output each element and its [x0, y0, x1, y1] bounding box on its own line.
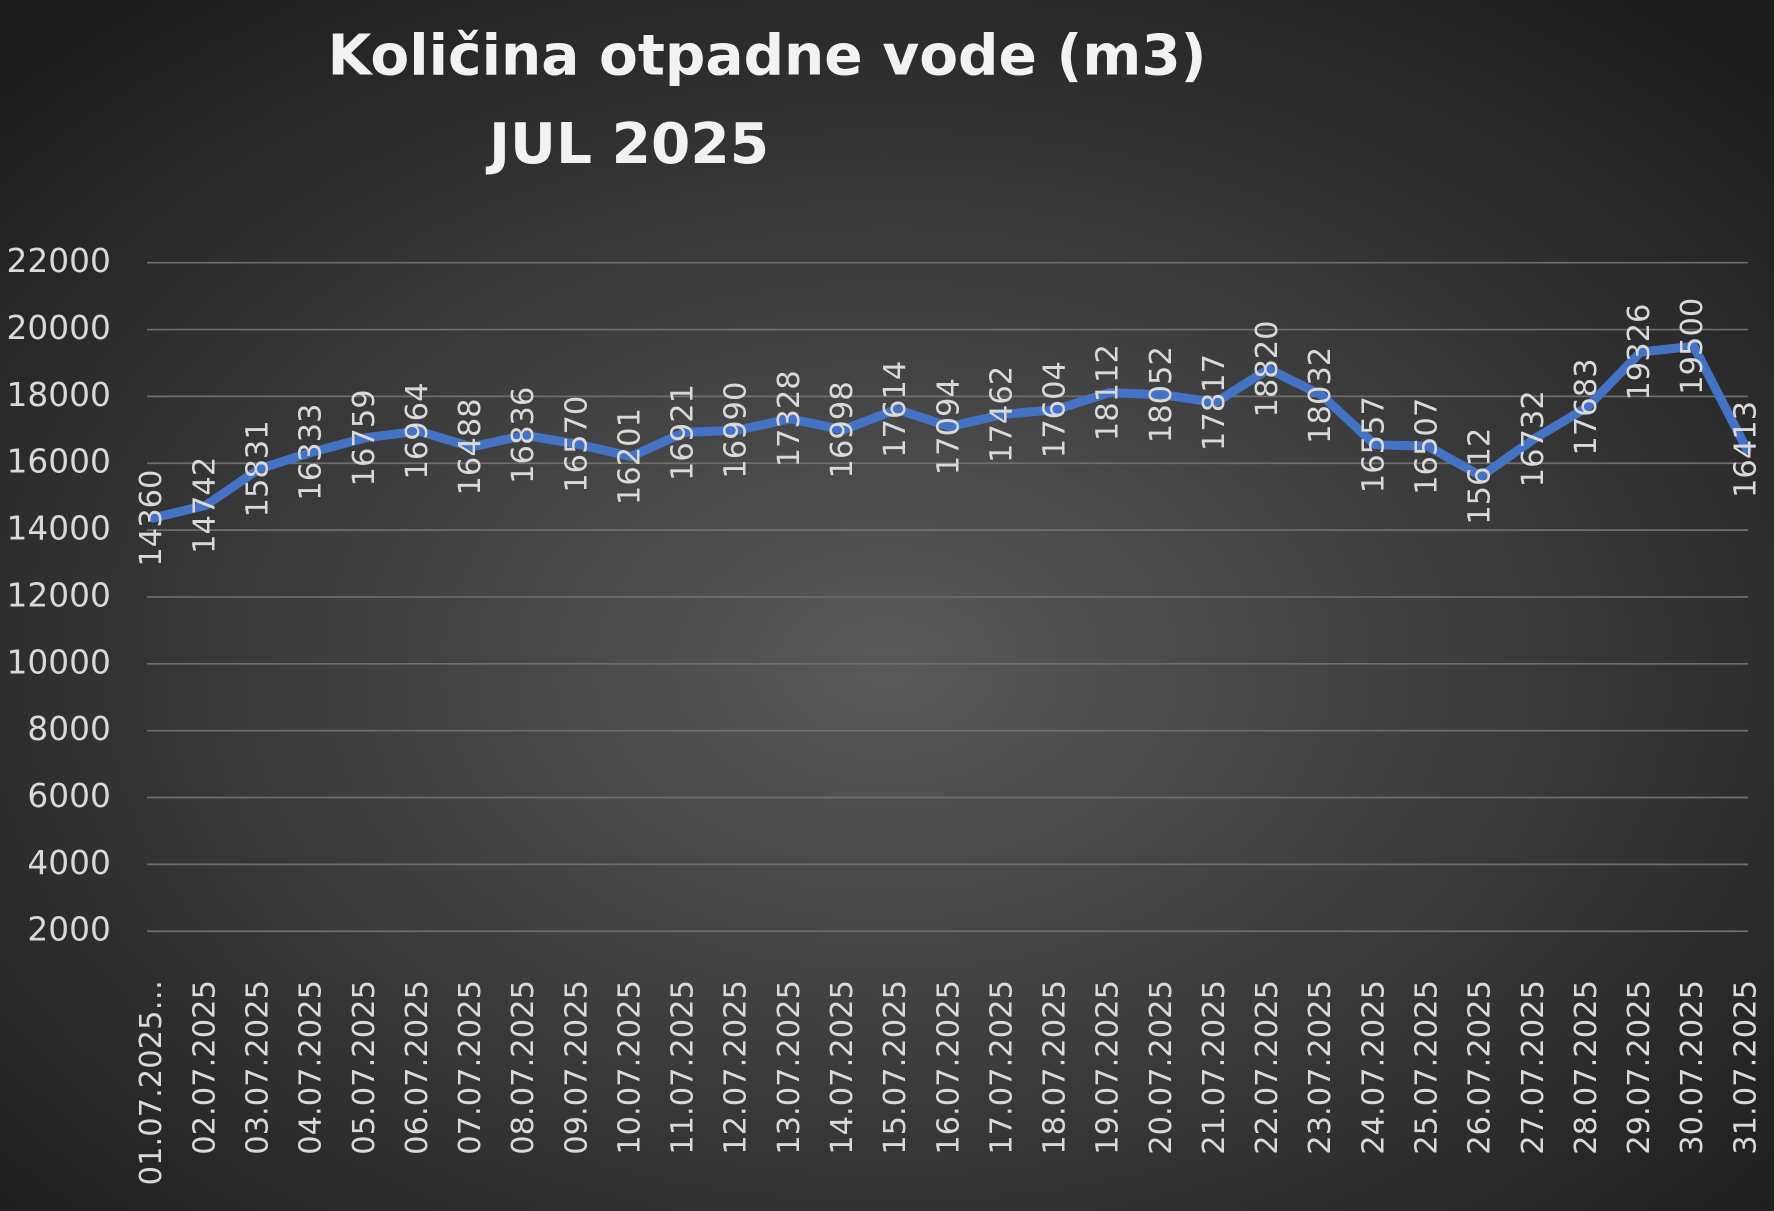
plot: 2000 4000 6000 8000 10000 12000 14000 16000 1800… [7, 242, 1764, 1185]
chart-title: Količina otpadne vode (m3) [328, 23, 1207, 89]
y-tick-label: 20000 [7, 309, 111, 347]
x-tick-label: 24.07.2025 [1356, 980, 1391, 1155]
data-label: 15612 [1463, 428, 1498, 525]
x-tick-label: 15.07.2025 [878, 980, 913, 1155]
y-tick-label: 18000 [7, 376, 111, 414]
x-tick-label: 31.07.2025 [1728, 980, 1763, 1155]
data-label: 15831 [241, 420, 276, 517]
x-tick-label: 19.07.2025 [1091, 980, 1126, 1155]
data-label: 16921 [666, 384, 701, 481]
x-tick-label: 28.07.2025 [1569, 980, 1604, 1155]
y-tick-label: 16000 [7, 443, 111, 481]
data-label: 18112 [1091, 344, 1126, 441]
data-label: 17614 [878, 361, 913, 458]
y-tick-label: 8000 [27, 710, 110, 748]
data-label: 17604 [1038, 361, 1073, 458]
x-tick-label: 01.07.2025… [134, 980, 169, 1185]
data-label: 16333 [294, 404, 329, 501]
x-tick-label: 29.07.2025 [1622, 980, 1657, 1155]
data-label: 16759 [347, 389, 382, 486]
data-label: 16507 [1410, 398, 1445, 495]
x-tick-label: 30.07.2025 [1675, 980, 1710, 1155]
chart-subtitle: JUL 2025 [485, 111, 769, 177]
x-tick-label: 12.07.2025 [719, 980, 754, 1155]
y-tick-label: 10000 [7, 643, 111, 681]
x-tick-label: 27.07.2025 [1516, 980, 1551, 1155]
data-label: 16488 [453, 398, 488, 495]
x-tick-label: 04.07.2025 [294, 980, 329, 1155]
data-label: 16557 [1356, 396, 1391, 493]
data-label: 18052 [1144, 346, 1179, 443]
data-label: 17683 [1569, 358, 1604, 455]
y-tick-label: 14000 [7, 510, 111, 548]
x-tick-label: 07.07.2025 [453, 980, 488, 1155]
data-label: 16732 [1516, 390, 1551, 487]
x-tick-label: 02.07.2025 [187, 980, 222, 1155]
data-label: 16998 [825, 381, 860, 478]
y-tick-label: 12000 [7, 576, 111, 614]
data-label: 14360 [134, 470, 169, 567]
data-label: 19326 [1622, 304, 1657, 401]
data-label: 16836 [506, 387, 541, 484]
x-tick-label: 05.07.2025 [347, 980, 382, 1155]
x-tick-label: 17.07.2025 [984, 980, 1019, 1155]
data-label: 18032 [1303, 347, 1338, 444]
x-tick-label: 13.07.2025 [772, 980, 807, 1155]
x-tick-label: 14.07.2025 [825, 980, 860, 1155]
x-tick-label: 26.07.2025 [1463, 980, 1498, 1155]
data-label: 17094 [931, 378, 966, 475]
data-label: 16570 [559, 396, 594, 493]
data-label: 16201 [612, 408, 647, 505]
data-label: 17328 [772, 370, 807, 467]
data-label: 18820 [1250, 320, 1285, 417]
data-label: 16964 [400, 382, 435, 479]
x-tick-label: 06.07.2025 [400, 980, 435, 1155]
x-tick-label: 11.07.2025 [666, 980, 701, 1155]
x-tick-label: 20.07.2025 [1144, 980, 1179, 1155]
y-tick-label: 2000 [27, 911, 110, 949]
y-tick-label: 22000 [7, 242, 111, 280]
data-label: 14742 [187, 457, 222, 554]
x-tick-label: 21.07.2025 [1197, 980, 1232, 1155]
data-label: 16990 [719, 382, 754, 479]
x-tick-label: 03.07.2025 [241, 980, 276, 1155]
data-line [148, 341, 1752, 523]
x-tick-label: 23.07.2025 [1303, 980, 1338, 1155]
y-tick-label: 6000 [27, 777, 110, 815]
data-label: 16413 [1728, 401, 1763, 498]
x-tick-label: 18.07.2025 [1038, 980, 1073, 1155]
data-label: 19500 [1675, 298, 1710, 395]
x-tick-label: 22.07.2025 [1250, 980, 1285, 1155]
x-tick-label: 25.07.2025 [1410, 980, 1445, 1155]
data-label: 17462 [984, 366, 1019, 463]
y-tick-label: 4000 [27, 844, 110, 882]
x-tick-label: 16.07.2025 [931, 980, 966, 1155]
x-tick-label: 08.07.2025 [506, 980, 541, 1155]
x-tick-label: 10.07.2025 [612, 980, 647, 1155]
data-label: 17817 [1197, 354, 1232, 451]
x-tick-label: 09.07.2025 [559, 980, 594, 1155]
